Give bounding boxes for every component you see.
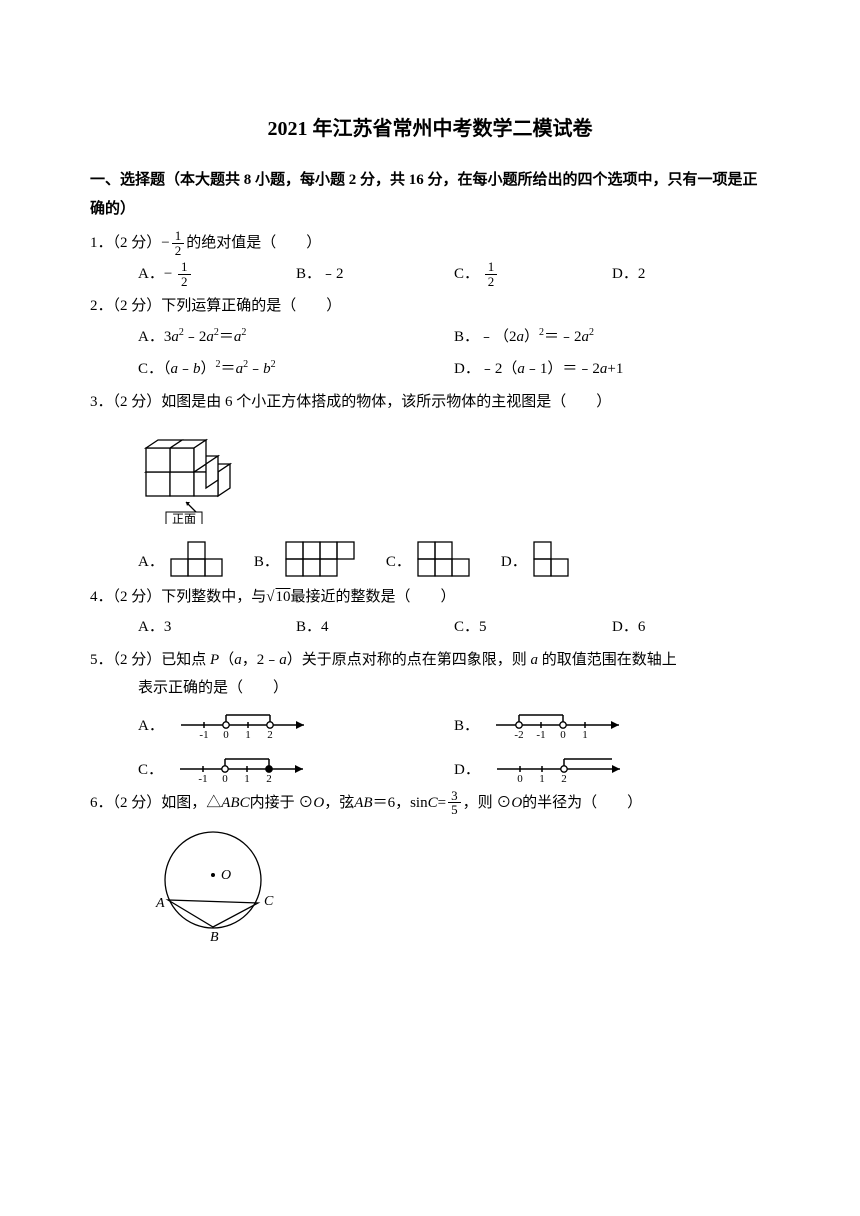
q4-option-a[interactable]: A．3 xyxy=(138,613,296,642)
q5-option-a[interactable]: A． -1 0 1 2 xyxy=(138,705,454,741)
q3-option-d[interactable]: D． xyxy=(501,541,570,577)
question-6: 6．（2 分）如图，△ABC 内接于 ⊙O，弦 AB＝6，sinC= 35 ，则… xyxy=(90,789,770,956)
q5-option-d[interactable]: D． 0 1 2 xyxy=(454,749,770,785)
svg-text:1: 1 xyxy=(539,773,545,785)
q1-option-c[interactable]: C． 12 xyxy=(454,260,612,289)
svg-text:2: 2 xyxy=(266,773,272,785)
svg-text:-1: -1 xyxy=(199,729,208,741)
svg-text:0: 0 xyxy=(560,729,566,741)
svg-text:0: 0 xyxy=(223,729,229,741)
q5-option-b[interactable]: B． -2 -1 0 1 xyxy=(454,705,770,741)
svg-text:0: 0 xyxy=(222,773,228,785)
svg-text:-1: -1 xyxy=(536,729,545,741)
question-2: 2．（2 分）下列运算正确的是（ ） A．3a2﹣2a2＝a2 B．﹣（2a）2… xyxy=(90,292,770,384)
numberline-c-icon: -1 0 1 2 xyxy=(175,749,315,785)
q3-option-a[interactable]: A． xyxy=(138,541,224,577)
svg-text:正面: 正面 xyxy=(172,512,196,524)
numberline-a-icon: -1 0 1 2 xyxy=(176,705,316,741)
q1-option-a[interactable]: A．− 12 xyxy=(138,260,296,289)
svg-text:-1: -1 xyxy=(198,773,207,785)
q2-option-c[interactable]: C．（a﹣b）2＝a2﹣b2 xyxy=(138,355,454,384)
exam-title: 2021 年江苏省常州中考数学二模试卷 xyxy=(90,110,770,148)
q2-option-d[interactable]: D．﹣2（a﹣1）＝﹣2a+1 xyxy=(454,355,770,384)
svg-text:-2: -2 xyxy=(514,729,523,741)
section-1-header: 一、选择题（本大题共 8 小题，每小题 2 分，共 16 分，在每小题所给出的四… xyxy=(90,166,770,223)
numberline-d-icon: 0 1 2 xyxy=(492,749,632,785)
q2-option-b[interactable]: B．﹣（2a）2＝﹣2a2 xyxy=(454,323,770,352)
q5-option-c[interactable]: C． -1 0 1 2 xyxy=(138,749,454,785)
q4-stem-post: 最接近的整数是（ ） xyxy=(291,589,456,605)
svg-text:2: 2 xyxy=(267,729,273,741)
q1-fraction: 1 2 xyxy=(172,229,185,257)
q1-stem-suffix: 的绝对值是（ ） xyxy=(186,229,321,258)
question-1: 1．（2 分）− 1 2 的绝对值是（ ） A．− 12 B．﹣2 C． 12 … xyxy=(90,229,770,288)
svg-text:1: 1 xyxy=(582,729,588,741)
question-4: 4．（2 分）下列整数中，与√10最接近的整数是（ ） A．3 B．4 C．5 … xyxy=(90,583,770,642)
q3-option-b[interactable]: B． xyxy=(254,541,356,577)
q4-option-b[interactable]: B．4 xyxy=(296,613,454,642)
q3-cube-figure: 正面 xyxy=(138,424,770,535)
q4-option-c[interactable]: C．5 xyxy=(454,613,612,642)
svg-text:O: O xyxy=(221,868,231,883)
question-5: 5．（2 分）已知点 P（a，2﹣a）关于原点对称的点在第四象限，则 a 的取值… xyxy=(90,646,770,785)
q4-stem-pre: 4．（2 分）下列整数中，与 xyxy=(90,589,266,605)
q2-option-a[interactable]: A．3a2﹣2a2＝a2 xyxy=(138,323,454,352)
q6-circle-figure: O A B C xyxy=(148,825,770,956)
q3-option-c[interactable]: C． xyxy=(386,541,471,577)
question-3: 3．（2 分）如图是由 6 个小正方体搭成的物体，该所示物体的主视图是（ ） xyxy=(90,388,770,577)
svg-text:2: 2 xyxy=(561,773,567,785)
q3-stem: 3．（2 分）如图是由 6 个小正方体搭成的物体，该所示物体的主视图是（ ） xyxy=(90,388,770,417)
q1-option-d[interactable]: D．2 xyxy=(612,260,770,289)
q1-stem-prefix: 1．（2 分）− xyxy=(90,229,170,258)
svg-text:0: 0 xyxy=(517,773,523,785)
q2-stem: 2．（2 分）下列运算正确的是（ ） xyxy=(90,292,770,321)
svg-text:A: A xyxy=(155,896,165,911)
numberline-b-icon: -2 -1 0 1 xyxy=(491,705,631,741)
q1-option-b[interactable]: B．﹣2 xyxy=(296,260,454,289)
svg-text:1: 1 xyxy=(245,729,251,741)
svg-text:C: C xyxy=(264,894,274,909)
q4-option-d[interactable]: D．6 xyxy=(612,613,770,642)
svg-text:B: B xyxy=(210,930,219,945)
svg-text:1: 1 xyxy=(244,773,250,785)
